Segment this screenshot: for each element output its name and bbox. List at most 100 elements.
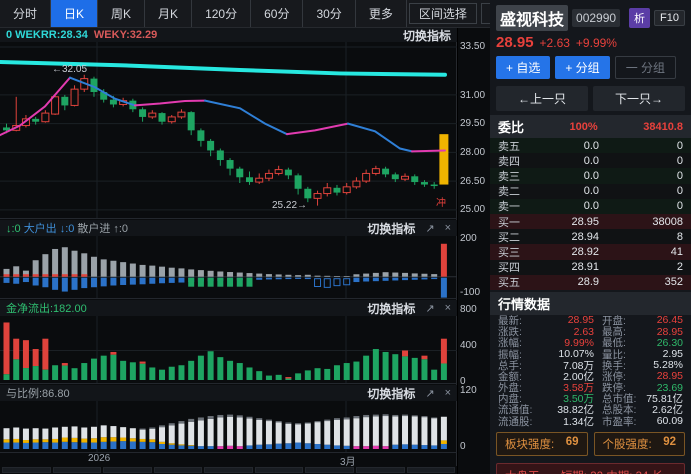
quote-sidebar: 盛视科技 002990 析 F10 28.95 +2.63 +9.99% + 自… bbox=[490, 0, 691, 474]
book-volume: 0 bbox=[676, 169, 683, 182]
book-level-label: 买三 bbox=[498, 246, 520, 259]
participation-panel-header: 与比例:86.80 切换指标 ↗ × bbox=[0, 385, 457, 401]
timing-values: 短期: 32 中期: 34 长期: 35 bbox=[561, 468, 676, 474]
y-tick: 400 bbox=[460, 340, 477, 351]
add-watchlist-button[interactable]: + 自选 bbox=[496, 56, 551, 79]
switch-indicator-holders[interactable]: 切换指标 bbox=[367, 221, 416, 236]
stock-name: 盛视科技 bbox=[496, 5, 569, 31]
tab-120分[interactable]: 120分 bbox=[192, 0, 252, 27]
quote-header-label: 行情数据 bbox=[498, 296, 551, 312]
quote-label: 内盘: bbox=[498, 393, 522, 406]
quote-value: 28.95 bbox=[567, 314, 594, 327]
price-change-pct: +9.99% bbox=[575, 36, 617, 50]
bid-row-买一[interactable]: 买一 28.95 38008 bbox=[490, 213, 691, 230]
quote-value: 75.81亿 bbox=[646, 393, 683, 406]
quote-label: 市盈率: bbox=[602, 415, 637, 428]
quote-label: 总股本: bbox=[602, 404, 637, 417]
x-tick: 2026 bbox=[88, 453, 111, 464]
y-tick: 200 bbox=[460, 233, 477, 244]
add-group-button[interactable]: + 分组 bbox=[555, 56, 610, 79]
main-chart-header: 0 WEKRR:28.34 WEKY:32.29 切换指标 bbox=[0, 28, 457, 43]
quote-value: 5.28% bbox=[653, 359, 683, 372]
ask-row-卖二[interactable]: 卖二 0.0 0 bbox=[490, 183, 691, 199]
quote-row: 流通值: 38.82亿 总股本: 2.62亿 bbox=[490, 404, 691, 417]
bid-row-买五[interactable]: 买五 28.9 352 bbox=[490, 274, 691, 290]
quote-label: 总市值: bbox=[602, 393, 637, 406]
quote-data-header: 行情数据 bbox=[490, 291, 691, 315]
fundflow-title: 金净流出:182.00 bbox=[6, 300, 87, 316]
legend-item: 散户进 bbox=[77, 223, 111, 235]
quote-value: 60.09 bbox=[656, 415, 683, 428]
participation-title: 与比例:86.80 bbox=[6, 385, 70, 401]
switch-indicator-participation[interactable]: 切换指标 bbox=[367, 386, 416, 401]
fundflow-bar-chart[interactable] bbox=[0, 316, 457, 383]
quote-row: 金额: 2.00亿 涨停: 28.95 bbox=[490, 370, 691, 383]
bid-row-买二[interactable]: 买二 28.94 8 bbox=[490, 229, 691, 245]
holders-panel-header: ↓:0 大户出 ↓:0 散户进 ↑:0 切换指标 ↗ × bbox=[0, 220, 457, 236]
quote-value: 9.99% bbox=[564, 336, 594, 349]
quote-value: 10.07% bbox=[558, 348, 594, 361]
book-level-label: 卖一 bbox=[498, 201, 520, 214]
price-row: 28.95 +2.63 +9.99% bbox=[490, 33, 691, 54]
fundflow-panel-header: 金净流出:182.00 切换指标 ↗ × bbox=[0, 300, 457, 316]
book-level-label: 买五 bbox=[498, 277, 520, 290]
quote-value: 2.63 bbox=[573, 325, 594, 338]
close-icon[interactable]: × bbox=[444, 222, 451, 234]
switch-indicator-main[interactable]: 切换指标 bbox=[402, 28, 451, 43]
analyze-button[interactable]: 析 bbox=[629, 8, 651, 28]
quote-label: 外盘: bbox=[498, 382, 522, 395]
remove-group-button[interactable]: 一 分组 bbox=[614, 56, 677, 79]
expand-icon[interactable]: ↗ bbox=[425, 302, 435, 315]
tab-月K[interactable]: 月K bbox=[145, 0, 193, 27]
book-level-label: 卖四 bbox=[498, 155, 520, 168]
tab-更多[interactable]: 更多 bbox=[356, 0, 407, 27]
tab-30分[interactable]: 30分 bbox=[303, 0, 356, 27]
indicator-value: 0 WEKRR:28.34 bbox=[6, 29, 88, 41]
ask-row-卖三[interactable]: 卖三 0.0 0 bbox=[490, 168, 691, 184]
close-icon[interactable]: × bbox=[444, 387, 451, 399]
toolbar-button-区间选择[interactable]: 区间选择 bbox=[408, 3, 477, 24]
quote-value: 2.62亿 bbox=[652, 404, 683, 417]
book-price: 28.92 bbox=[571, 245, 599, 258]
expand-icon[interactable]: ↗ bbox=[425, 222, 435, 235]
expand-icon[interactable]: ↗ bbox=[425, 387, 435, 400]
tab-日K[interactable]: 日K bbox=[51, 0, 99, 27]
quote-label: 流通值: bbox=[498, 404, 533, 417]
quote-label: 振幅: bbox=[498, 348, 522, 361]
quote-value: 26.45 bbox=[656, 314, 683, 327]
low-price-annotation: 25.22→ bbox=[272, 200, 308, 211]
book-volume: 0 bbox=[676, 139, 683, 152]
book-price: 28.95 bbox=[571, 215, 599, 228]
strength-box: 板块强度: 69 bbox=[496, 431, 588, 456]
tab-60分[interactable]: 60分 bbox=[251, 0, 304, 27]
bid-row-买四[interactable]: 买四 28.91 2 bbox=[490, 259, 691, 275]
quote-data-table: 最新: 28.95 开盘: 26.45 涨跌: 2.63 最高: 28.95 涨幅: 9.99% 最… bbox=[490, 314, 691, 428]
y-tick: 31.00 bbox=[460, 90, 486, 101]
participation-bar-chart[interactable] bbox=[0, 401, 457, 452]
main-candlestick-chart[interactable] bbox=[0, 42, 457, 218]
book-price: 0.0 bbox=[583, 200, 599, 213]
next-stock-button[interactable]: 下一只→ bbox=[593, 86, 685, 111]
ask-row-卖四[interactable]: 卖四 0.0 0 bbox=[490, 153, 691, 169]
prev-stock-button[interactable]: ←上一只 bbox=[496, 86, 588, 111]
period-navigator-strip[interactable] bbox=[0, 466, 457, 474]
chart-area[interactable]: 0 WEKRR:28.34 WEKY:32.29 切换指标 ←32.05 25.2… bbox=[0, 28, 457, 474]
ask-row-卖一[interactable]: 卖一 0.0 0 bbox=[490, 198, 691, 214]
tab-分时[interactable]: 分时 bbox=[0, 0, 52, 27]
book-volume: 0 bbox=[676, 200, 683, 213]
switch-indicator-fundflow[interactable]: 切换指标 bbox=[367, 301, 416, 316]
f10-button[interactable]: F10 bbox=[654, 10, 685, 26]
high-price-annotation: ←32.05 bbox=[52, 64, 88, 75]
strength-box: 个股强度: 92 bbox=[593, 431, 685, 456]
main-indicator-values: 0 WEKRR:28.34 WEKY:32.29 bbox=[6, 29, 163, 41]
bid-row-买三[interactable]: 买三 28.92 41 bbox=[490, 244, 691, 260]
y-tick: 800 bbox=[460, 304, 477, 315]
holders-bar-chart[interactable] bbox=[0, 236, 457, 298]
tab-周K[interactable]: 周K bbox=[98, 0, 146, 27]
quote-label: 换手: bbox=[602, 359, 626, 372]
close-icon[interactable]: × bbox=[444, 302, 451, 314]
ask-row-卖五[interactable]: 卖五 0.0 0 bbox=[490, 138, 691, 154]
book-volume: 38008 bbox=[652, 215, 683, 228]
quote-value: 3.58万 bbox=[563, 382, 594, 395]
price-change: +2.63 bbox=[539, 36, 570, 50]
